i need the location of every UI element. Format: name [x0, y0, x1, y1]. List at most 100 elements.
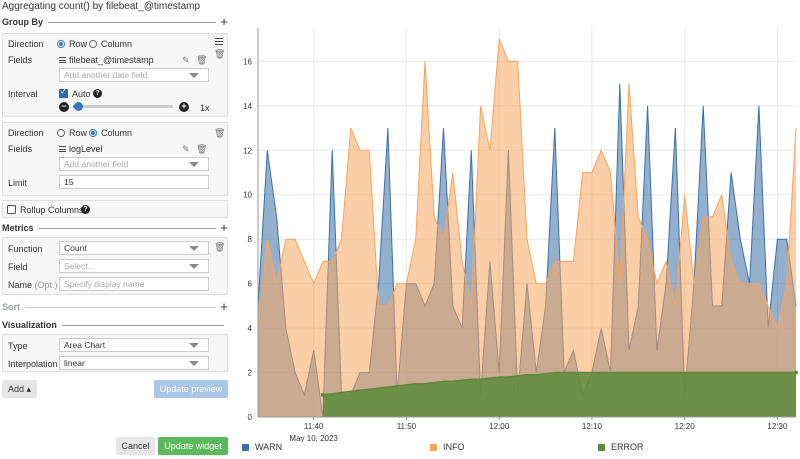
- sort-title: Sort: [2, 302, 20, 312]
- interpolation-select[interactable]: linear: [59, 356, 209, 370]
- radio-row[interactable]: [57, 129, 65, 137]
- zoom-in-icon[interactable]: +: [179, 102, 189, 112]
- legend-info-swatch: [430, 443, 437, 451]
- radio-column-label: Column: [101, 39, 133, 49]
- interpolation-label: Interpolation: [8, 359, 58, 369]
- edit-icon[interactable]: ✎: [182, 144, 190, 154]
- area-chart: 0 2 4 6 8 10 12 14 16 11:40 11:50 12:00 12:10 12:20 12…: [243, 28, 798, 442]
- trash-icon[interactable]: 🗑: [214, 128, 226, 138]
- zoom-out-icon[interactable]: −: [59, 102, 69, 112]
- rollup-label: Rollup Columns: [20, 205, 84, 215]
- legend-error[interactable]: ERROR: [598, 441, 644, 453]
- y-tick-label: 2: [248, 369, 253, 378]
- radio-row-label: Row: [69, 128, 88, 138]
- fields-label: Fields: [8, 144, 33, 154]
- drag-handle-icon[interactable]: [59, 57, 66, 63]
- interval-label: Interval: [8, 89, 38, 99]
- add-button-label: Add: [7, 384, 24, 394]
- zoom-slider-track[interactable]: [73, 105, 173, 108]
- group-columns-box: Direction Row Column 🗑 Fields logLevel ✎…: [2, 122, 228, 196]
- y-tick-label: 12: [243, 146, 252, 155]
- x-tick-label: 11:50: [397, 422, 417, 431]
- legend-warn[interactable]: WARN: [242, 441, 282, 453]
- y-tick-label: 0: [248, 413, 253, 422]
- radio-row-label: Row: [69, 39, 88, 49]
- help-icon[interactable]: ?: [81, 205, 90, 214]
- y-tick-label: 14: [243, 102, 252, 111]
- update-preview-button[interactable]: Update preview: [154, 380, 228, 398]
- zoom-slider-knob[interactable]: [74, 102, 83, 111]
- y-tick-label: 16: [243, 57, 252, 66]
- edit-icon[interactable]: ✎: [182, 55, 190, 65]
- group-by-title: Group By: [2, 17, 44, 27]
- fields-label: Fields: [8, 55, 33, 65]
- visualization-header: Visualization: [2, 319, 228, 331]
- legend-info-label: INFO: [443, 442, 465, 452]
- x-tick-label: 11:40: [304, 422, 324, 431]
- legend-warn-label: WARN: [255, 442, 283, 452]
- add-date-field-select[interactable]: Add another date field: [59, 68, 209, 82]
- trash-icon[interactable]: 🗑: [214, 242, 226, 252]
- trash-icon[interactable]: 🗑: [196, 55, 208, 65]
- auto-checkbox[interactable]: [59, 87, 68, 98]
- y-tick-label: 4: [248, 324, 253, 333]
- series-point-error: [320, 392, 325, 397]
- metrics-title: Metrics: [2, 223, 34, 233]
- add-sort-icon[interactable]: +: [220, 299, 228, 314]
- page-title: Aggregating count() by filebeat_@timesta…: [2, 1, 201, 12]
- sort-divider: [25, 306, 216, 308]
- rollup-checkbox[interactable]: [7, 205, 16, 214]
- field-value: logLevel: [69, 144, 103, 154]
- x-tick-label: 12:20: [675, 422, 696, 431]
- sort-header: Sort +: [2, 299, 228, 314]
- cancel-button[interactable]: Cancel: [116, 437, 155, 455]
- y-tick-label: 8: [248, 235, 253, 244]
- type-select[interactable]: Area Chart: [59, 338, 209, 352]
- add-button[interactable]: Add ▴: [2, 380, 37, 398]
- series-line-error: [322, 371, 796, 396]
- radio-column[interactable]: [89, 40, 97, 48]
- direction-label: Direction: [8, 128, 44, 138]
- menu-icon[interactable]: [215, 38, 223, 45]
- add-metric-icon[interactable]: +: [220, 220, 228, 235]
- direction-label: Direction: [8, 39, 44, 49]
- function-label: Function: [8, 244, 43, 254]
- trash-icon[interactable]: 🗑: [196, 144, 208, 154]
- series-area-info: [258, 39, 796, 417]
- metric-field-select[interactable]: Select...: [59, 259, 209, 273]
- radio-column[interactable]: [89, 129, 97, 137]
- drag-handle-icon[interactable]: [59, 146, 66, 152]
- legend-info[interactable]: INFO: [430, 441, 465, 453]
- add-group-icon[interactable]: +: [220, 14, 228, 29]
- function-select[interactable]: Count: [59, 241, 209, 255]
- y-tick-label: 10: [243, 191, 252, 200]
- visualization-divider: [61, 324, 224, 326]
- radio-column-label: Column: [101, 128, 133, 138]
- add-field-select[interactable]: Add another field: [59, 157, 209, 171]
- field-value: filebeat_@timestamp: [69, 55, 154, 65]
- series-point-error: [794, 370, 798, 375]
- type-label: Type: [8, 341, 28, 351]
- x-tick-label: 12:10: [582, 422, 603, 431]
- legend-error-label: ERROR: [611, 442, 644, 452]
- legend-warn-swatch: [242, 443, 249, 451]
- metrics-header: Metrics +: [2, 220, 228, 235]
- rollup-box: Rollup Columns ?: [2, 200, 228, 218]
- y-tick-label: 6: [248, 280, 253, 289]
- update-widget-button[interactable]: Update widget: [158, 437, 228, 455]
- series-line-info: [257, 38, 797, 330]
- group-rows-box: Direction Row Column 🗑 Fields filebeat_@…: [2, 33, 228, 117]
- zoom-level: 1x: [200, 103, 210, 113]
- series-area-error: [322, 372, 796, 417]
- field-label: Field: [8, 262, 28, 272]
- help-icon[interactable]: ?: [93, 89, 102, 98]
- name-input[interactable]: Specify display name: [59, 277, 209, 291]
- radio-row[interactable]: [57, 40, 65, 48]
- legend-error-swatch: [598, 443, 605, 451]
- auto-label: Auto: [72, 89, 91, 99]
- limit-input[interactable]: 15: [59, 175, 209, 189]
- trash-icon[interactable]: 🗑: [214, 49, 226, 59]
- visualization-title: Visualization: [2, 320, 57, 330]
- x-date-label: May 10, 2023: [289, 434, 338, 442]
- metrics-divider: [38, 227, 216, 229]
